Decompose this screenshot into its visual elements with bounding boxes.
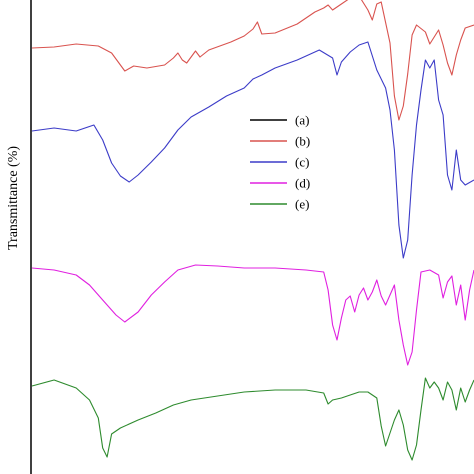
legend-label-2: (b): [295, 134, 310, 149]
series-line-3: [31, 41, 474, 259]
y-axis-label: Transmittance (%): [6, 146, 21, 250]
series-group: [31, 0, 474, 461]
legend-label-3: (c): [295, 155, 309, 170]
series-line-2: [31, 0, 474, 121]
legend-label-4: (d): [295, 176, 310, 191]
legend-label-1: (a): [295, 113, 309, 128]
legend-label-5: (e): [295, 197, 309, 212]
series-line-5: [31, 377, 474, 461]
series-line-4: [31, 264, 474, 366]
legend: (a) (b) (c) (d) (e): [250, 113, 310, 212]
